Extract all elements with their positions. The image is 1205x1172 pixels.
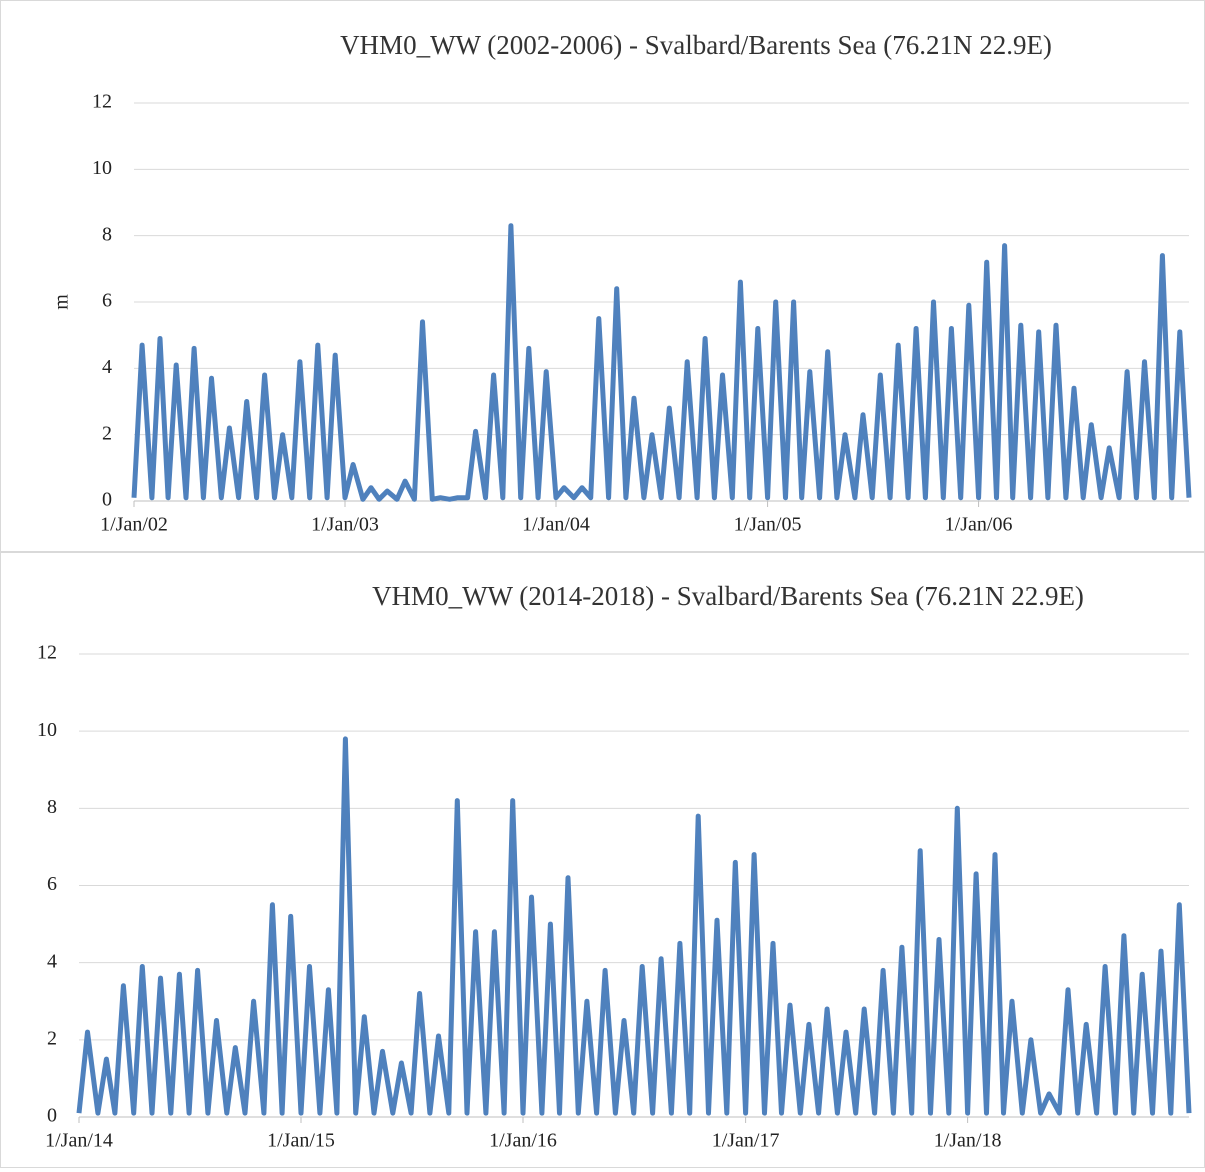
y-tick-label: 0 (47, 1105, 57, 1127)
x-tick-label: 1/Jan/14 (45, 1130, 113, 1152)
y-tick-label: 2 (47, 1027, 57, 1049)
x-tick-label: 1/Jan/05 (734, 514, 802, 536)
y-tick-label: 2 (102, 422, 112, 444)
x-tick-label: 1/Jan/04 (522, 514, 590, 536)
y-tick-label: 4 (102, 356, 112, 378)
data-line (131, 223, 1192, 502)
x-tick-label: 1/Jan/15 (267, 1130, 335, 1152)
x-tick-label: 1/Jan/18 (934, 1130, 1002, 1152)
y-tick-label: 6 (102, 290, 112, 312)
chart-panel: VHM0_WW (2002-2006) - Svalbard/Barents S… (0, 0, 1205, 552)
y-tick-label: 0 (102, 489, 112, 511)
x-tick-label: 1/Jan/03 (311, 514, 379, 536)
y-tick-label: 10 (92, 157, 112, 179)
y-tick-label: 8 (47, 796, 57, 818)
chart-title: VHM0_WW (2014-2018) - Svalbard/Barents S… (372, 581, 1084, 611)
data-line (76, 736, 1192, 1116)
chart: VHM0_WW (2014-2018) - Svalbard/Barents S… (37, 581, 1192, 1152)
chart-title: VHM0_WW (2002-2006) - Svalbard/Barents S… (340, 30, 1052, 60)
y-tick-label: 12 (37, 642, 57, 664)
chart-panel: VHM0_WW (2014-2018) - Svalbard/Barents S… (0, 552, 1205, 1168)
chart: VHM0_WW (2002-2006) - Svalbard/Barents S… (51, 30, 1192, 536)
y-tick-label: 6 (47, 873, 57, 895)
y-axis-label: m (51, 294, 73, 310)
y-tick-label: 12 (92, 91, 112, 113)
y-tick-label: 10 (37, 719, 57, 741)
y-tick-label: 4 (47, 950, 57, 972)
x-tick-label: 1/Jan/02 (100, 514, 168, 536)
y-tick-label: 8 (102, 223, 112, 245)
x-tick-label: 1/Jan/17 (712, 1130, 780, 1152)
x-tick-label: 1/Jan/06 (945, 514, 1013, 536)
x-tick-label: 1/Jan/16 (489, 1130, 557, 1152)
